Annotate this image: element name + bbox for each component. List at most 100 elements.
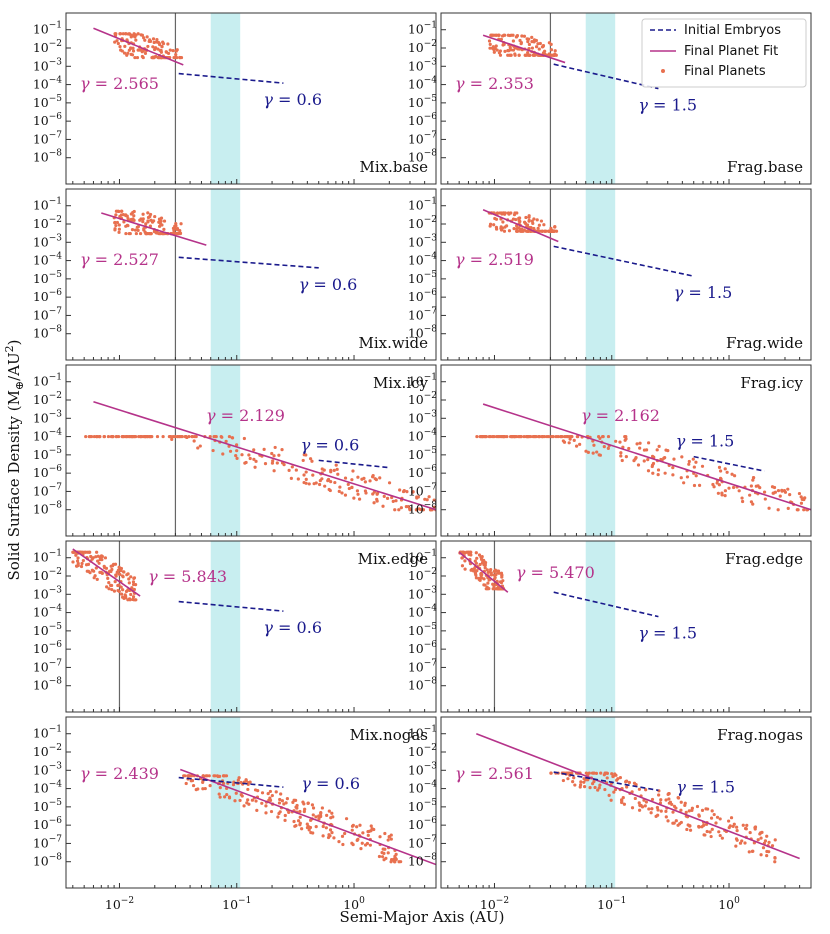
planet-point [71,550,75,554]
panel-label: Mix.nogas [350,726,428,744]
y-tick-label: 10−2 [33,215,62,231]
y-tick-label: 10−2 [33,743,62,759]
planet-point [124,589,129,594]
panel-frag-wide: 10−1 10−2 10−3 10−4 10−5 10−6 10−7 10−8 Frag.wid… [408,188,812,361]
planet-point [191,783,196,788]
planet-point [773,860,777,864]
planet-point [494,225,499,229]
planet-point [356,475,360,479]
planet-point [114,574,118,578]
planet-point [358,823,362,827]
planet-point [272,469,276,473]
y-tick-label: 10−1 [33,725,62,741]
planet-point [765,849,769,854]
planet-point [135,55,140,60]
planet-point [527,219,531,223]
planet-point [432,505,436,509]
planet-point [369,824,373,828]
planet-point [221,774,226,778]
planet-point [758,832,762,836]
planet-point [710,809,714,813]
planet-point [541,43,546,48]
panel-label: Frag.base [727,158,803,176]
planet-point [86,562,91,566]
planet-point [706,807,710,811]
shaded-band [585,13,616,184]
planet-point [561,778,565,783]
planet-point [285,797,290,801]
y-tick-label: 10−4 [33,780,62,796]
planet-point [171,49,175,53]
planet-point [386,851,390,855]
planet-point [801,497,805,501]
planet-point [122,570,126,574]
planet-point [679,800,683,804]
planet-point [463,551,467,555]
planet-point [153,214,157,219]
planet-point [723,467,727,471]
planet-point [479,434,483,439]
planet-point [547,52,551,56]
planet-point [770,844,775,848]
planet-point [337,489,341,493]
planet-point [203,786,207,791]
planet-point [717,465,722,469]
planet-point [113,40,117,44]
planet-point [382,858,386,862]
planet-point [88,434,92,439]
planet-point [343,493,348,497]
planet-point [553,225,557,229]
planet-point [492,50,496,54]
planet-point [700,464,705,468]
panel-plot-area [476,717,800,888]
planet-point [507,212,511,216]
y-tick-label: 10−6 [408,288,437,304]
planet-point [124,434,129,439]
panel-label: Frag.edge [725,550,803,568]
planet-point [90,568,94,572]
embryos-line [178,72,284,84]
planet-point [149,231,153,236]
y-tick-label: 10−5 [408,798,437,814]
planet-point [671,810,675,814]
planet-point [543,49,547,53]
planet-point [797,491,802,496]
planet-point [799,501,804,505]
planet-point [264,804,268,808]
planet-point [540,434,544,439]
planet-point [130,586,134,590]
planet-point [494,44,498,48]
planet-point [527,434,531,439]
y-tick-label: 10−6 [33,464,62,480]
planet-point [620,800,624,805]
planet-point [132,218,136,222]
planet-point [117,227,121,231]
planet-point [591,451,595,455]
planet-point [192,439,196,443]
panel-plot-area [482,189,694,360]
planet-point [134,33,138,37]
planet-point [727,819,731,823]
embryos-line [178,776,284,788]
planet-point [527,46,531,51]
planet-point [539,219,544,223]
embryos-gamma-label: γ = 0.6 [301,774,360,793]
planet-point [118,45,122,49]
planet-point [76,561,80,566]
planet-point [511,48,516,52]
planet-point [498,49,502,53]
planet-point [474,573,478,577]
planet-point [190,434,195,439]
planet-point [246,798,250,802]
planet-point [397,508,401,512]
planet-point [647,441,651,445]
planet-point [71,560,75,564]
planet-point [331,815,335,819]
planet-point [759,853,763,857]
planet-point [512,227,516,231]
planet-point [301,458,305,463]
y-tick-label: 10−8 [408,853,437,869]
planet-point [634,456,638,460]
planet-point [630,806,635,810]
planet-point [656,813,660,817]
